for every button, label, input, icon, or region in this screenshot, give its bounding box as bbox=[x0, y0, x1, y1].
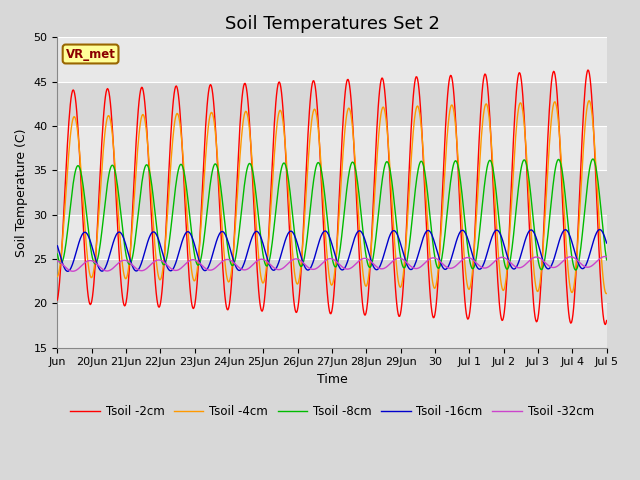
Tsoil -32cm bbox=[603, 254, 611, 260]
Bar bbox=[58, 82, 607, 126]
Line: Tsoil -8cm: Tsoil -8cm bbox=[58, 159, 607, 270]
Tsoil -16cm bbox=[596, 227, 604, 232]
Tsoil -2cm bbox=[54, 297, 61, 303]
Tsoil -2cm bbox=[219, 265, 227, 271]
Tsoil -32cm bbox=[220, 258, 227, 264]
Tsoil -4cm bbox=[54, 274, 61, 279]
Tsoil -8cm bbox=[419, 162, 427, 168]
Tsoil -8cm bbox=[54, 251, 61, 257]
Tsoil -32cm bbox=[268, 263, 275, 268]
Tsoil -32cm bbox=[389, 258, 397, 264]
Line: Tsoil -32cm: Tsoil -32cm bbox=[58, 256, 607, 271]
Tsoil -8cm bbox=[246, 161, 254, 167]
Tsoil -2cm bbox=[603, 318, 611, 324]
Tsoil -8cm bbox=[118, 220, 125, 226]
Tsoil -8cm bbox=[388, 184, 396, 190]
Legend: Tsoil -2cm, Tsoil -4cm, Tsoil -8cm, Tsoil -16cm, Tsoil -32cm: Tsoil -2cm, Tsoil -4cm, Tsoil -8cm, Tsoi… bbox=[65, 400, 598, 422]
Tsoil -4cm bbox=[388, 207, 396, 213]
Tsoil -2cm bbox=[388, 233, 396, 239]
Tsoil -4cm bbox=[586, 98, 593, 104]
Text: VR_met: VR_met bbox=[66, 48, 115, 60]
Bar bbox=[58, 215, 607, 259]
X-axis label: Time: Time bbox=[317, 373, 348, 386]
Tsoil -16cm bbox=[220, 229, 227, 235]
Tsoil -16cm bbox=[119, 233, 127, 239]
Tsoil -8cm bbox=[267, 250, 275, 256]
Title: Soil Temperatures Set 2: Soil Temperatures Set 2 bbox=[225, 15, 440, 33]
Tsoil -4cm bbox=[219, 234, 227, 240]
Tsoil -4cm bbox=[246, 132, 254, 138]
Line: Tsoil -16cm: Tsoil -16cm bbox=[58, 229, 607, 271]
Y-axis label: Soil Temperature (C): Soil Temperature (C) bbox=[15, 128, 28, 257]
Tsoil -32cm bbox=[69, 268, 77, 274]
Tsoil -32cm bbox=[54, 258, 61, 264]
Tsoil -2cm bbox=[419, 156, 427, 162]
Line: Tsoil -2cm: Tsoil -2cm bbox=[58, 70, 607, 324]
Tsoil -32cm bbox=[420, 261, 428, 267]
Tsoil -16cm bbox=[389, 228, 397, 234]
Tsoil -16cm bbox=[63, 268, 71, 274]
Line: Tsoil -4cm: Tsoil -4cm bbox=[58, 101, 607, 294]
Tsoil -2cm bbox=[602, 322, 609, 327]
Tsoil -16cm bbox=[54, 243, 61, 249]
Bar bbox=[58, 303, 607, 348]
Tsoil -32cm bbox=[602, 253, 609, 259]
Tsoil -8cm bbox=[572, 267, 580, 273]
Bar bbox=[58, 126, 607, 170]
Tsoil -16cm bbox=[603, 240, 611, 246]
Bar bbox=[58, 259, 607, 303]
Tsoil -4cm bbox=[419, 150, 427, 156]
Tsoil -16cm bbox=[247, 239, 255, 244]
Bar bbox=[58, 37, 607, 82]
Tsoil -2cm bbox=[267, 190, 275, 195]
Tsoil -4cm bbox=[603, 291, 611, 297]
Tsoil -8cm bbox=[219, 202, 227, 207]
Tsoil -4cm bbox=[267, 207, 275, 213]
Tsoil -16cm bbox=[268, 266, 275, 272]
Tsoil -2cm bbox=[584, 67, 592, 73]
Tsoil -4cm bbox=[118, 256, 125, 262]
Bar bbox=[58, 170, 607, 215]
Tsoil -2cm bbox=[246, 128, 254, 134]
Tsoil -32cm bbox=[119, 258, 127, 264]
Tsoil -32cm bbox=[247, 264, 255, 270]
Tsoil -2cm bbox=[118, 288, 125, 294]
Tsoil -8cm bbox=[589, 156, 597, 162]
Tsoil -16cm bbox=[420, 233, 428, 239]
Tsoil -8cm bbox=[603, 257, 611, 263]
